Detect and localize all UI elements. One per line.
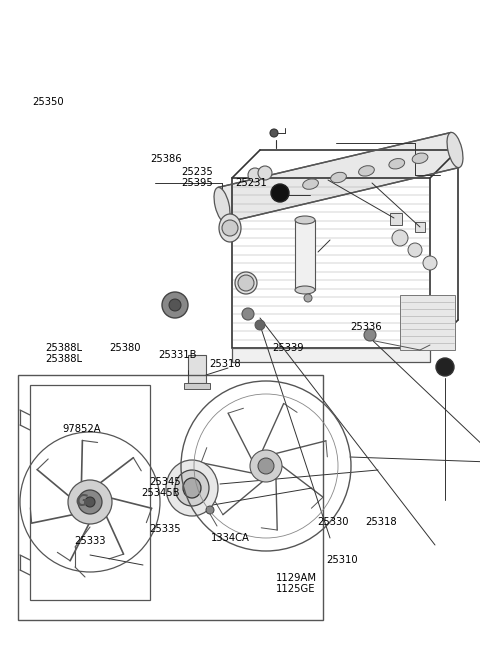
Ellipse shape: [166, 460, 218, 516]
Text: G: G: [76, 495, 88, 510]
Circle shape: [250, 450, 282, 482]
Text: 25388L: 25388L: [46, 354, 83, 364]
Text: 25350: 25350: [33, 97, 64, 107]
Circle shape: [85, 497, 95, 507]
Circle shape: [248, 168, 262, 182]
Text: 25231: 25231: [235, 178, 267, 188]
Text: 25336: 25336: [350, 322, 382, 332]
Circle shape: [408, 243, 422, 257]
Text: 1129AM: 1129AM: [276, 573, 317, 583]
Text: 97852A: 97852A: [62, 424, 101, 434]
Bar: [400, 295, 455, 350]
Circle shape: [258, 458, 274, 474]
Bar: [295, 220, 315, 290]
Text: 25388L: 25388L: [46, 343, 83, 353]
Text: 25310: 25310: [326, 555, 358, 565]
Ellipse shape: [295, 286, 315, 294]
Text: 25345B: 25345B: [142, 488, 180, 498]
Text: 25331B: 25331B: [158, 350, 197, 360]
Circle shape: [78, 490, 102, 514]
Text: 1125GE: 1125GE: [276, 584, 315, 594]
Text: 25380: 25380: [109, 343, 141, 353]
Bar: [188, 355, 206, 383]
Circle shape: [242, 308, 254, 320]
Circle shape: [258, 166, 272, 180]
Text: 25345: 25345: [149, 477, 180, 487]
Bar: [18, 375, 323, 620]
Polygon shape: [184, 383, 210, 389]
Bar: [390, 213, 402, 225]
Polygon shape: [218, 132, 459, 223]
Circle shape: [162, 292, 188, 318]
Circle shape: [68, 480, 112, 524]
Text: 25318: 25318: [209, 359, 240, 369]
Circle shape: [364, 329, 376, 341]
Text: 25395: 25395: [181, 178, 213, 188]
Ellipse shape: [295, 216, 315, 224]
Bar: [232, 178, 430, 348]
Bar: [415, 222, 425, 232]
Circle shape: [436, 358, 454, 376]
Ellipse shape: [303, 179, 318, 189]
Ellipse shape: [272, 186, 288, 196]
Text: 25333: 25333: [74, 536, 106, 546]
Text: 25386: 25386: [150, 154, 181, 164]
Ellipse shape: [359, 166, 374, 176]
Circle shape: [270, 129, 278, 137]
Circle shape: [169, 299, 181, 311]
Text: 1334CA: 1334CA: [211, 533, 250, 542]
Text: 25339: 25339: [272, 343, 304, 353]
Ellipse shape: [219, 214, 241, 242]
Text: 25335: 25335: [149, 524, 180, 534]
Ellipse shape: [175, 470, 209, 506]
Circle shape: [304, 294, 312, 302]
Ellipse shape: [412, 153, 428, 164]
Circle shape: [271, 184, 289, 202]
Ellipse shape: [183, 478, 201, 498]
Text: 25330: 25330: [317, 517, 348, 527]
Bar: [30, 385, 150, 600]
Ellipse shape: [214, 187, 230, 223]
Circle shape: [255, 320, 265, 330]
Circle shape: [206, 506, 214, 514]
Ellipse shape: [447, 132, 463, 168]
Ellipse shape: [331, 172, 347, 183]
Ellipse shape: [389, 159, 405, 169]
Circle shape: [392, 230, 408, 246]
Circle shape: [423, 256, 437, 270]
Ellipse shape: [235, 272, 257, 294]
Circle shape: [238, 275, 254, 291]
Text: 25318: 25318: [365, 517, 396, 527]
Circle shape: [222, 220, 238, 236]
Text: 25235: 25235: [181, 167, 213, 177]
Bar: [232, 348, 430, 362]
